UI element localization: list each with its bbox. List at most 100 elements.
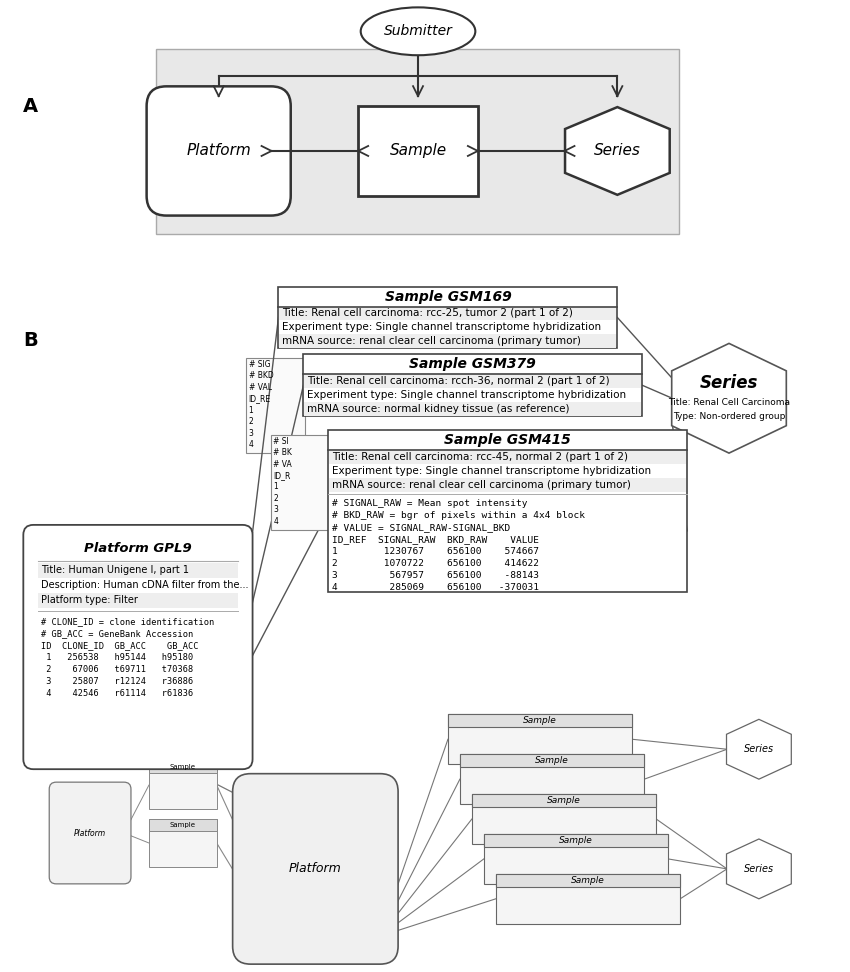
Bar [460, 754, 644, 804]
Ellipse shape [360, 8, 475, 55]
Text: 1        1230767    656100    574667: 1 1230767 656100 574667 [332, 547, 539, 556]
Bar [460, 754, 644, 767]
Text: Sample: Sample [389, 144, 446, 158]
Text: Type: Non-ordered group: Type: Non-ordered group [673, 412, 785, 421]
Text: mRNA source: normal kidney tissue (as reference): mRNA source: normal kidney tissue (as re… [308, 404, 570, 414]
Text: ID_REF  SIGNAL_RAW  BKD_RAW    VALUE: ID_REF SIGNAL_RAW BKD_RAW VALUE [332, 536, 539, 544]
Text: Experiment type: Single channel transcriptome hybridization: Experiment type: Single channel transcri… [332, 466, 651, 476]
FancyBboxPatch shape [49, 782, 131, 884]
Text: 1   256538   h95144   h95180: 1 256538 h95144 h95180 [42, 653, 194, 662]
Bar [472, 794, 656, 844]
Text: # SIG: # SIG [248, 360, 270, 368]
Text: # VA: # VA [274, 460, 292, 469]
Text: # VALUE = SIGNAL_RAW-SIGNAL_BKD: # VALUE = SIGNAL_RAW-SIGNAL_BKD [332, 523, 511, 533]
Text: Sample: Sample [524, 716, 557, 725]
Text: 4: 4 [248, 440, 253, 449]
Text: Sample: Sample [170, 764, 196, 770]
Text: Title: Renal cell carcinoma: rcch-36, normal 2 (part 1 of 2): Title: Renal cell carcinoma: rcch-36, no… [308, 376, 610, 386]
Bar [484, 834, 668, 847]
Text: Sample GSM379: Sample GSM379 [410, 358, 536, 371]
FancyBboxPatch shape [23, 525, 252, 769]
Text: 1: 1 [248, 405, 253, 415]
Text: 3: 3 [274, 505, 278, 514]
Bar [149, 761, 217, 773]
Bar [149, 761, 217, 809]
Text: A: A [23, 96, 38, 116]
Text: Sample: Sample [559, 836, 593, 845]
Text: Title: Renal cell carcinoma: rcc-25, tumor 2 (part 1 of 2): Title: Renal cell carcinoma: rcc-25, tum… [282, 308, 574, 319]
Bar [156, 50, 679, 233]
FancyBboxPatch shape [233, 774, 398, 964]
Text: Sample GSM169: Sample GSM169 [384, 290, 512, 303]
Text: 4         285069    656100   -370031: 4 285069 656100 -370031 [332, 583, 539, 592]
Text: ID_RE: ID_RE [248, 395, 270, 403]
Text: ID  CLONE_ID  GB_ACC    GB_ACC: ID CLONE_ID GB_ACC GB_ACC [42, 642, 199, 650]
Text: Sample: Sample [571, 876, 605, 885]
Bar [270, 435, 331, 530]
Text: Platform: Platform [74, 828, 106, 838]
Text: Title: Renal cell carcinoma: rcc-45, normal 2 (part 1 of 2): Title: Renal cell carcinoma: rcc-45, nor… [332, 452, 628, 462]
Bar [484, 834, 668, 884]
Text: Title: Renal Cell Carcinoma: Title: Renal Cell Carcinoma [668, 398, 790, 406]
Text: 2: 2 [274, 494, 278, 503]
Text: Sample: Sample [536, 756, 569, 765]
Bar [246, 359, 305, 453]
Bar [304, 402, 641, 416]
Text: 3: 3 [248, 429, 253, 437]
Text: 3    25807   r12124   r36886: 3 25807 r12124 r36886 [42, 677, 194, 686]
Text: Experiment type: Single channel transcriptome hybridization: Experiment type: Single channel transcri… [308, 391, 626, 400]
Text: # CLONE_ID = clone identification: # CLONE_ID = clone identification [42, 617, 214, 626]
Polygon shape [727, 719, 791, 780]
Bar [329, 478, 686, 492]
Text: # BKD_RAW = bgr of pixels within a 4x4 block: # BKD_RAW = bgr of pixels within a 4x4 b… [332, 511, 586, 520]
Text: # SI: # SI [274, 436, 289, 445]
Polygon shape [672, 343, 786, 453]
Text: B: B [23, 330, 38, 350]
Text: Platform: Platform [289, 862, 342, 876]
Text: Description: Human cDNA filter from the...: Description: Human cDNA filter from the.… [42, 579, 249, 590]
Bar [38, 563, 238, 577]
Bar [149, 819, 217, 831]
Text: Platform GPL9: Platform GPL9 [84, 542, 192, 555]
Bar [279, 287, 617, 348]
Text: 2: 2 [248, 417, 253, 426]
Text: Platform: Platform [186, 144, 251, 158]
Text: Sample: Sample [170, 822, 196, 828]
Text: # VAL: # VAL [248, 383, 272, 392]
Text: mRNA source: renal clear cell carcinoma (primary tumor): mRNA source: renal clear cell carcinoma … [282, 336, 581, 346]
Polygon shape [727, 839, 791, 899]
Text: 2    67006   t69711   t70368: 2 67006 t69711 t70368 [42, 665, 194, 674]
Text: # BKD: # BKD [248, 371, 274, 380]
Text: Title: Human Unigene I, part 1: Title: Human Unigene I, part 1 [42, 565, 190, 574]
Bar [149, 819, 217, 867]
Text: 1: 1 [274, 482, 278, 492]
Bar [448, 714, 632, 764]
Text: 4    42546   r61114   r61836: 4 42546 r61114 r61836 [42, 689, 194, 698]
FancyBboxPatch shape [146, 87, 291, 216]
Bar [38, 593, 238, 608]
Text: # GB_ACC = GeneBank Accession: # GB_ACC = GeneBank Accession [42, 629, 194, 638]
Text: Submitter: Submitter [383, 24, 452, 38]
Bar [448, 714, 632, 727]
Text: 2        1070722    656100    414622: 2 1070722 656100 414622 [332, 559, 539, 569]
Bar [304, 374, 641, 388]
Text: Experiment type: Single channel transcriptome hybridization: Experiment type: Single channel transcri… [282, 323, 602, 332]
Text: Platform type: Filter: Platform type: Filter [42, 595, 139, 605]
Bar [358, 106, 478, 195]
Text: 3         567957    656100    -88143: 3 567957 656100 -88143 [332, 572, 539, 580]
Bar [328, 431, 687, 592]
Bar [329, 450, 686, 464]
Text: 4: 4 [274, 517, 278, 526]
Text: ID_R: ID_R [274, 471, 291, 480]
Text: Series: Series [700, 374, 758, 393]
Text: Series: Series [744, 745, 774, 754]
Text: # BK: # BK [274, 448, 292, 457]
Text: Sample: Sample [547, 796, 581, 805]
Text: Series: Series [744, 864, 774, 874]
Bar [472, 794, 656, 807]
Polygon shape [565, 107, 670, 194]
Bar [496, 874, 680, 886]
Text: # SIGNAL_RAW = Mean spot intensity: # SIGNAL_RAW = Mean spot intensity [332, 500, 528, 508]
Bar [280, 334, 616, 348]
Bar [303, 355, 643, 416]
